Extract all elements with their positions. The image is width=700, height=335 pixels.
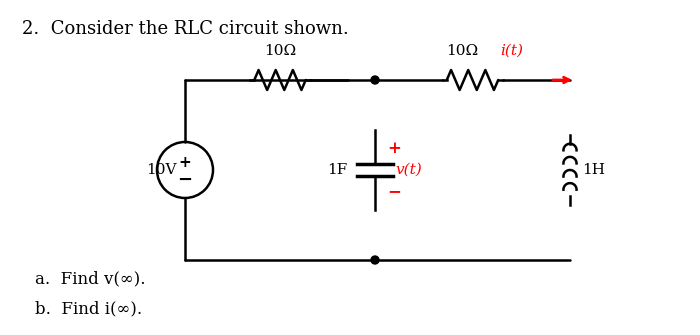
Text: 2.  Consider the RLC circuit shown.: 2. Consider the RLC circuit shown. — [22, 20, 349, 38]
Text: −: − — [387, 184, 401, 201]
Text: 10Ω: 10Ω — [447, 44, 479, 58]
Text: b.  Find i(∞).: b. Find i(∞). — [35, 300, 142, 317]
Text: a.  Find v(∞).: a. Find v(∞). — [35, 270, 146, 287]
Circle shape — [371, 76, 379, 84]
Text: i(t): i(t) — [500, 44, 524, 58]
Text: +: + — [387, 139, 401, 156]
Text: −: − — [177, 171, 192, 189]
Text: 1H: 1H — [582, 163, 605, 177]
Text: +: + — [178, 154, 191, 170]
Text: 1F: 1F — [327, 163, 347, 177]
Text: 10V: 10V — [146, 163, 177, 177]
Circle shape — [371, 256, 379, 264]
Text: v(t): v(t) — [395, 163, 421, 177]
Text: 10Ω: 10Ω — [264, 44, 296, 58]
